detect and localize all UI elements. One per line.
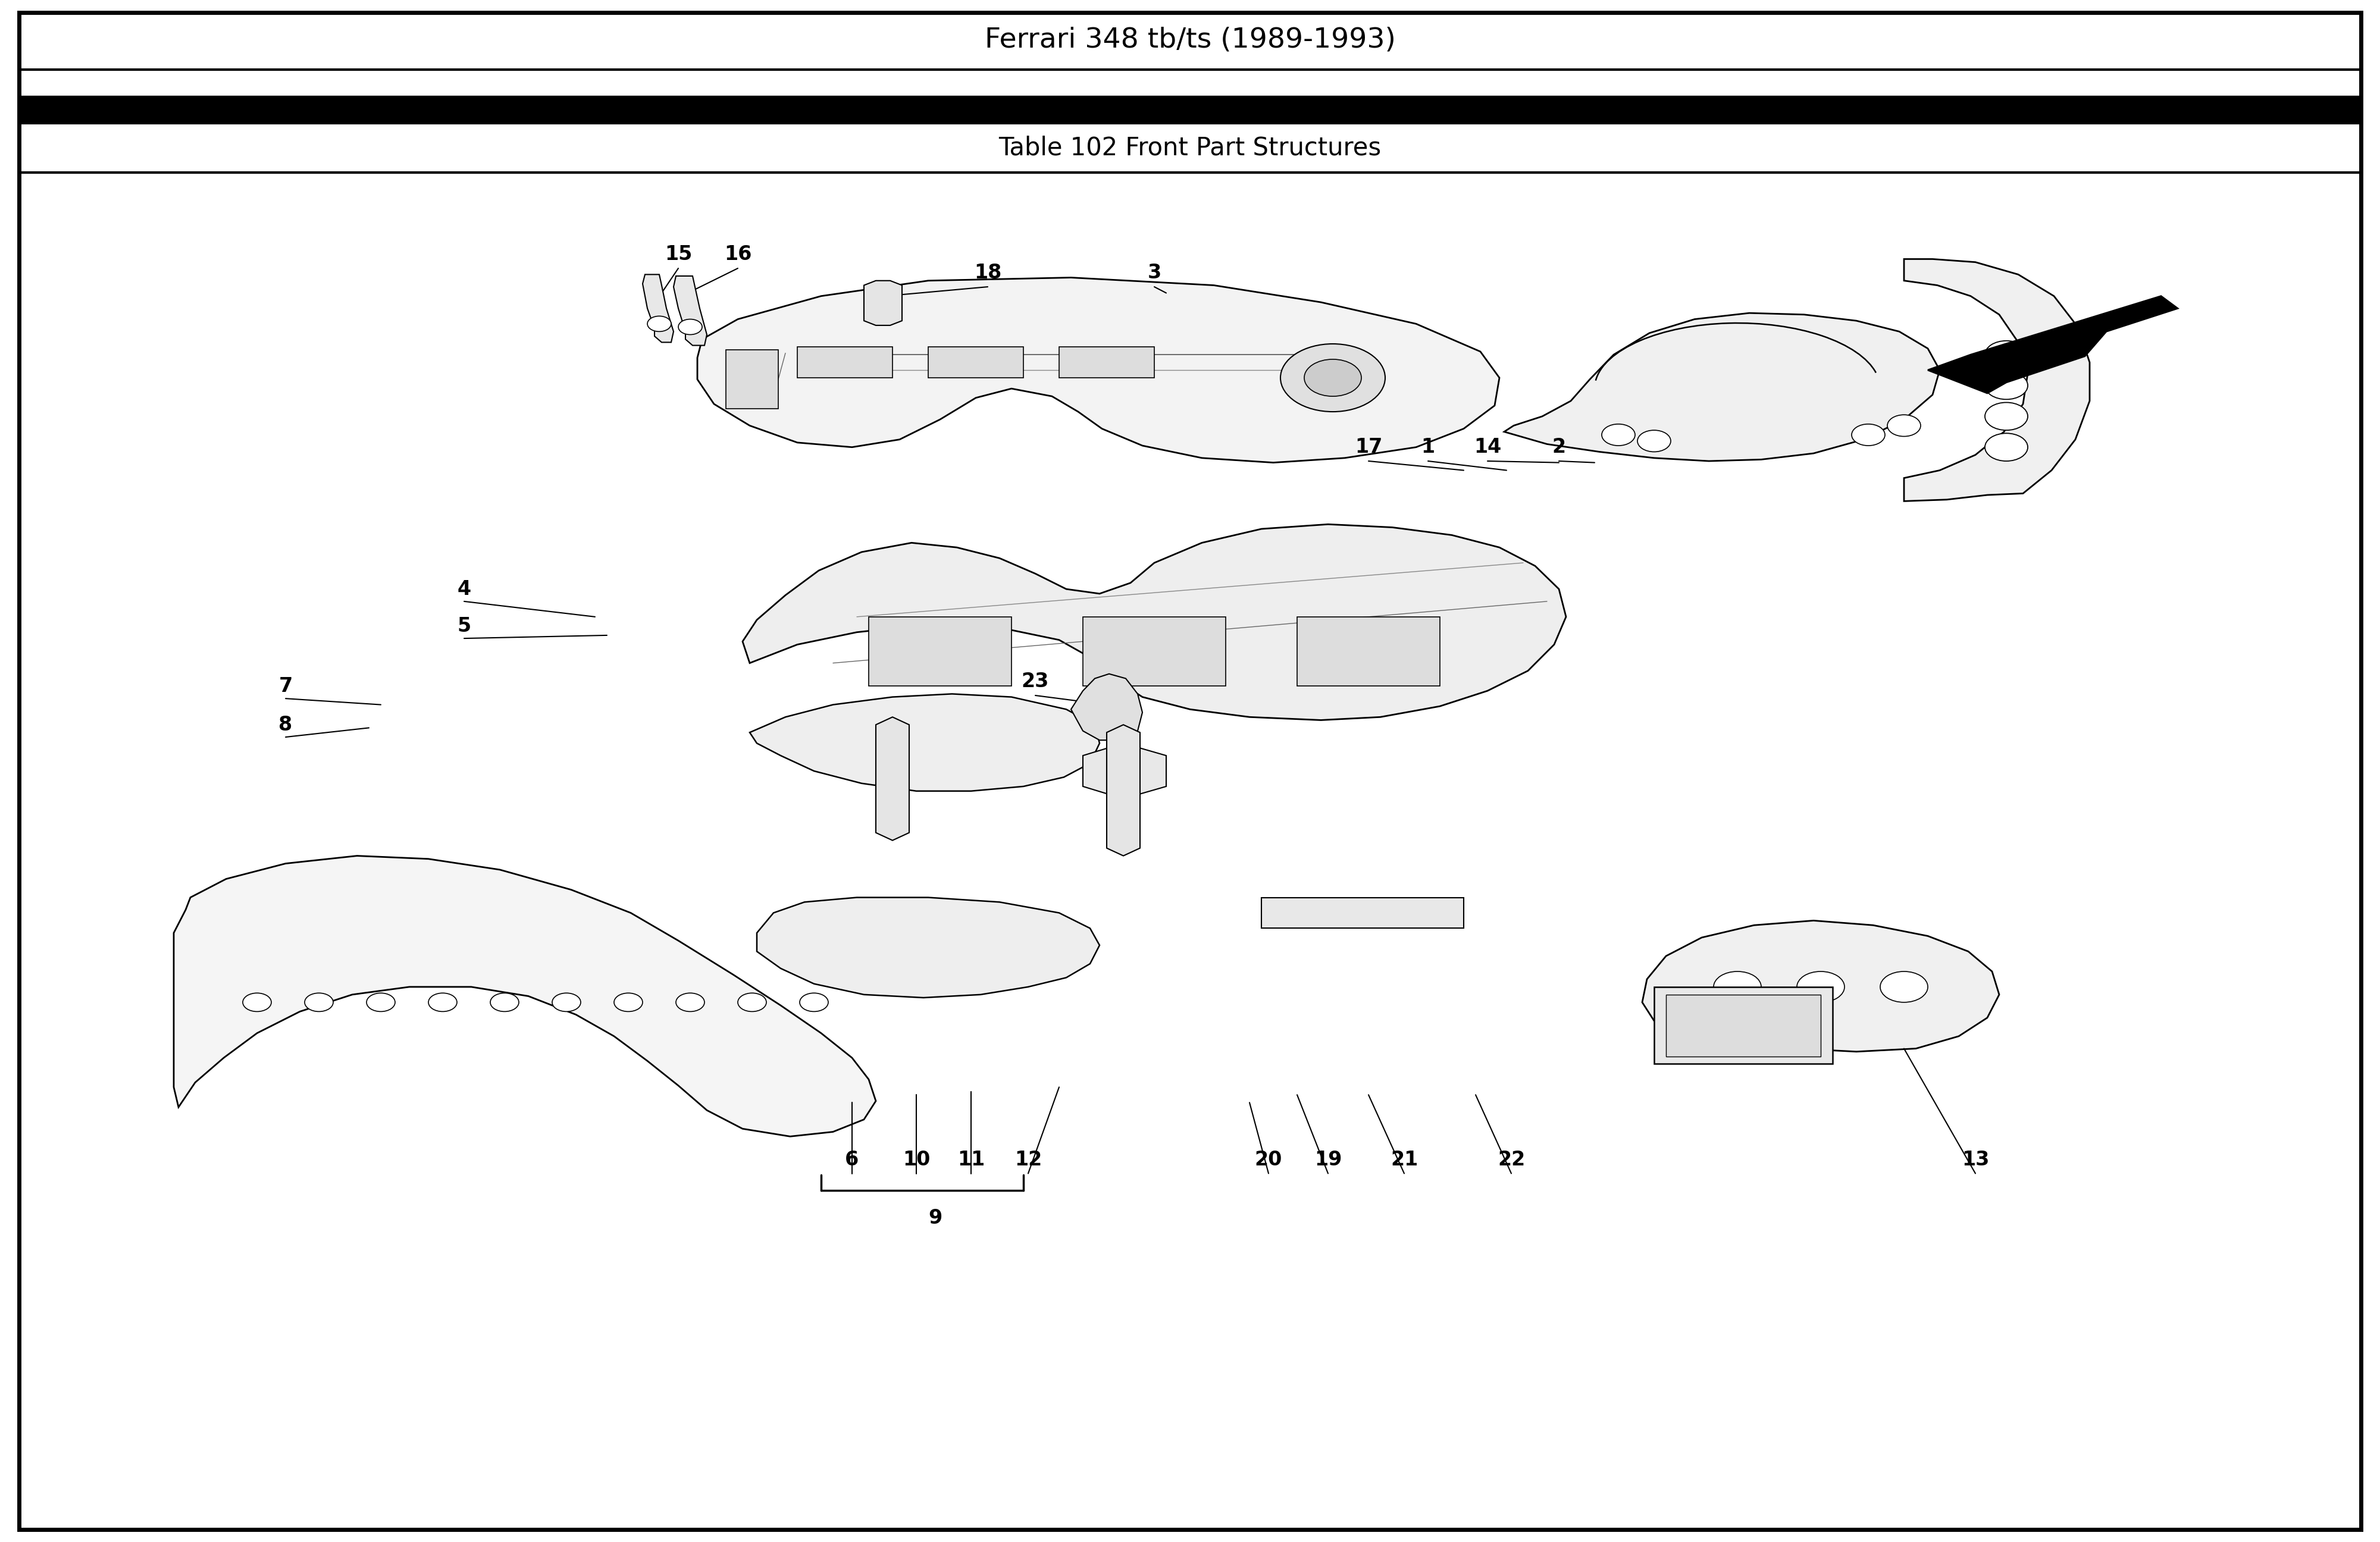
Bar bbox=[797, 347, 892, 378]
Circle shape bbox=[1637, 430, 1671, 452]
Polygon shape bbox=[876, 717, 909, 840]
Circle shape bbox=[1985, 341, 2028, 369]
Polygon shape bbox=[1904, 259, 2090, 501]
Text: 3: 3 bbox=[1147, 264, 1161, 282]
Bar bbox=[1083, 617, 1226, 686]
Circle shape bbox=[614, 993, 643, 1012]
Bar bbox=[1059, 347, 1154, 378]
Circle shape bbox=[1985, 433, 2028, 461]
Circle shape bbox=[1280, 344, 1385, 412]
Polygon shape bbox=[757, 897, 1100, 998]
Bar bbox=[19, 12, 2361, 69]
Circle shape bbox=[243, 993, 271, 1012]
Polygon shape bbox=[1071, 674, 1142, 740]
Text: 19: 19 bbox=[1314, 1150, 1342, 1169]
Polygon shape bbox=[1083, 743, 1166, 799]
Text: 23: 23 bbox=[1021, 672, 1050, 691]
Polygon shape bbox=[697, 278, 1499, 463]
Text: Table 102 Front Part Structures: Table 102 Front Part Structures bbox=[1000, 136, 1380, 160]
Text: 20: 20 bbox=[1254, 1150, 1283, 1169]
Text: 12: 12 bbox=[1014, 1150, 1042, 1169]
Polygon shape bbox=[743, 524, 1566, 720]
Text: 15: 15 bbox=[664, 245, 693, 264]
Polygon shape bbox=[1504, 313, 1940, 461]
Bar bbox=[1666, 995, 1821, 1056]
Circle shape bbox=[1714, 971, 1761, 1002]
Polygon shape bbox=[1642, 921, 1999, 1052]
Text: 7: 7 bbox=[278, 677, 293, 695]
Text: 14: 14 bbox=[1473, 438, 1502, 456]
Bar bbox=[1297, 617, 1440, 686]
Circle shape bbox=[1304, 359, 1361, 396]
Circle shape bbox=[490, 993, 519, 1012]
Polygon shape bbox=[864, 281, 902, 325]
Text: 6: 6 bbox=[845, 1150, 859, 1169]
Text: 21: 21 bbox=[1390, 1150, 1418, 1169]
Text: 4: 4 bbox=[457, 580, 471, 598]
Circle shape bbox=[428, 993, 457, 1012]
Bar bbox=[1654, 987, 1833, 1064]
Circle shape bbox=[1887, 415, 1921, 436]
Polygon shape bbox=[1928, 296, 2178, 393]
Circle shape bbox=[552, 993, 581, 1012]
Circle shape bbox=[367, 993, 395, 1012]
Polygon shape bbox=[1107, 725, 1140, 856]
Bar bbox=[19, 96, 2361, 123]
Text: 17: 17 bbox=[1354, 438, 1383, 456]
Text: Ferrari 348 tb/ts (1989-1993): Ferrari 348 tb/ts (1989-1993) bbox=[985, 26, 1395, 54]
Circle shape bbox=[1797, 971, 1844, 1002]
Circle shape bbox=[305, 993, 333, 1012]
Bar bbox=[1261, 897, 1464, 928]
Circle shape bbox=[1852, 424, 1885, 446]
Text: 13: 13 bbox=[1961, 1150, 1990, 1169]
Circle shape bbox=[738, 993, 766, 1012]
Text: 22: 22 bbox=[1497, 1150, 1526, 1169]
Circle shape bbox=[676, 993, 704, 1012]
Bar bbox=[928, 347, 1023, 378]
Circle shape bbox=[678, 319, 702, 335]
Circle shape bbox=[1985, 372, 2028, 399]
Text: 18: 18 bbox=[973, 264, 1002, 282]
Polygon shape bbox=[750, 694, 1100, 791]
Text: 5: 5 bbox=[457, 617, 471, 635]
Bar bbox=[19, 123, 2361, 173]
Circle shape bbox=[1985, 402, 2028, 430]
Text: 10: 10 bbox=[902, 1150, 931, 1169]
Text: 8: 8 bbox=[278, 715, 293, 734]
Bar bbox=[726, 350, 778, 409]
Text: 2: 2 bbox=[1552, 438, 1566, 456]
Circle shape bbox=[1880, 971, 1928, 1002]
Text: 16: 16 bbox=[724, 245, 752, 264]
Text: 11: 11 bbox=[957, 1150, 985, 1169]
Text: 9: 9 bbox=[928, 1209, 942, 1227]
Circle shape bbox=[1602, 424, 1635, 446]
Circle shape bbox=[800, 993, 828, 1012]
Bar bbox=[869, 617, 1012, 686]
Text: 1: 1 bbox=[1421, 438, 1435, 456]
Polygon shape bbox=[643, 274, 674, 342]
Polygon shape bbox=[174, 856, 876, 1136]
Circle shape bbox=[647, 316, 671, 332]
Polygon shape bbox=[674, 276, 707, 345]
